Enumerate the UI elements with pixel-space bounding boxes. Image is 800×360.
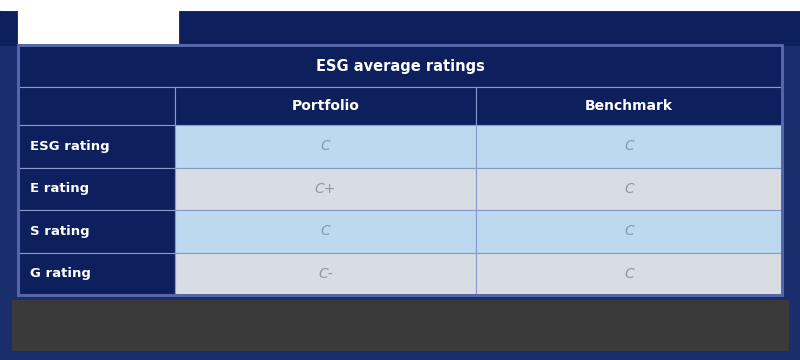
Text: C: C (321, 224, 330, 238)
Bar (0, 10, 800, 45)
Text: E rating: E rating (30, 182, 89, 195)
Bar (18, 252, 174, 295)
Bar (12, 300, 788, 350)
Bar (18, 210, 174, 252)
Bar (477, 167, 782, 210)
Bar (174, 87, 477, 125)
Text: G rating: G rating (30, 267, 91, 280)
Text: C: C (624, 224, 634, 238)
Text: ESG rating: ESG rating (30, 140, 110, 153)
Bar (0, 0, 800, 10)
Text: C: C (321, 139, 330, 153)
Bar (18, 10, 178, 45)
Bar (18, 45, 782, 295)
Bar (174, 167, 477, 210)
Text: C: C (624, 267, 634, 281)
Bar (18, 125, 174, 167)
Bar (18, 45, 782, 87)
Bar (18, 167, 174, 210)
Bar (174, 252, 477, 295)
Text: C: C (624, 139, 634, 153)
Bar (174, 210, 477, 252)
Bar (18, 87, 174, 125)
Bar (477, 125, 782, 167)
Text: Portfolio: Portfolio (291, 99, 359, 113)
Bar (477, 210, 782, 252)
Text: C: C (624, 182, 634, 196)
Bar (174, 125, 477, 167)
Text: Benchmark: Benchmark (586, 99, 674, 113)
Text: S rating: S rating (30, 225, 90, 238)
Text: C+: C+ (315, 182, 336, 196)
Text: ESG average ratings: ESG average ratings (315, 58, 485, 73)
Bar (18, 45, 782, 295)
Bar (0, 0, 800, 10)
Text: C-: C- (318, 267, 333, 281)
Bar (477, 87, 782, 125)
Bar (18, 10, 178, 45)
Bar (477, 252, 782, 295)
